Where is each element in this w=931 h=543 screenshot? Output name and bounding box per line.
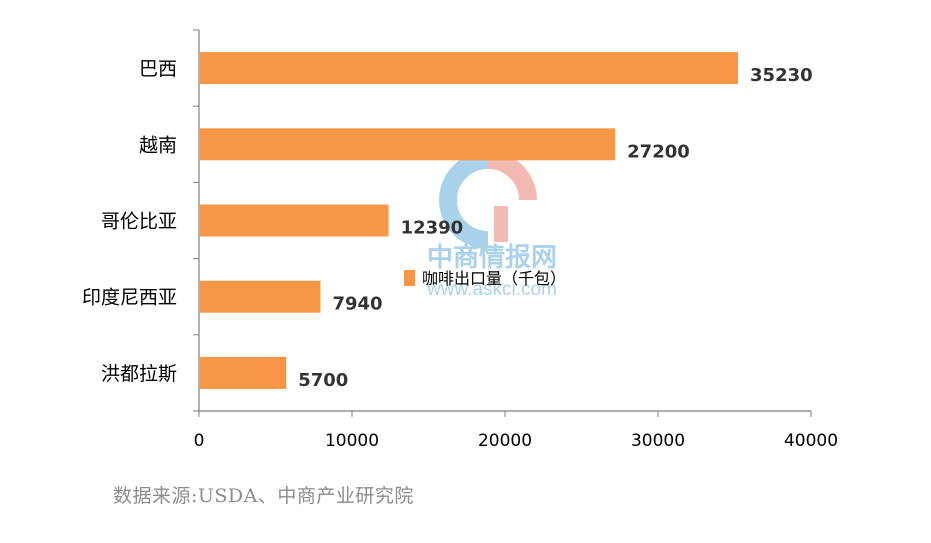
- bar: [200, 204, 389, 237]
- watermark-arc-blue: [438, 151, 489, 249]
- x-tick-label: 40000: [784, 431, 838, 451]
- watermark-arc-red: [487, 151, 537, 201]
- axes: [193, 29, 812, 417]
- category-label: 越南: [139, 134, 177, 156]
- x-tick-label: 30000: [631, 431, 685, 451]
- bar: [200, 280, 321, 313]
- x-tick-label: 0: [194, 431, 205, 451]
- category-label: 洪都拉斯: [101, 363, 177, 385]
- bar: [200, 356, 287, 389]
- legend-label: 咖啡出口量（千包）: [422, 269, 566, 288]
- legend-swatch: [404, 270, 415, 286]
- category-label: 巴西: [139, 58, 177, 80]
- source-note: 数据来源:USDA、中商产业研究院: [113, 485, 414, 507]
- data-labels: 35230 27200 12390 7940 5700: [298, 65, 812, 391]
- x-tick-label: 20000: [478, 431, 532, 451]
- watermark-logo: 中商情报网 www.askci.com: [426, 151, 557, 300]
- bar: [200, 128, 616, 161]
- x-tick-labels: 0 10000 20000 30000 40000: [194, 431, 838, 451]
- category-label: 哥伦比亚: [101, 211, 177, 233]
- data-label: 7940: [332, 294, 382, 315]
- x-tick-label: 10000: [325, 431, 379, 451]
- legend: 咖啡出口量（千包）: [404, 269, 566, 288]
- data-label: 5700: [298, 370, 348, 391]
- data-label: 35230: [750, 65, 813, 86]
- bars: [200, 52, 739, 389]
- watermark-bar-red: [494, 206, 508, 242]
- bar: [200, 52, 739, 85]
- watermark-url-text: www.askci.com: [426, 279, 557, 300]
- data-label: 12390: [401, 218, 464, 239]
- data-label: 27200: [627, 141, 690, 162]
- category-label: 印度尼西亚: [82, 287, 177, 309]
- watermark-brand-text: 中商情报网: [427, 242, 557, 272]
